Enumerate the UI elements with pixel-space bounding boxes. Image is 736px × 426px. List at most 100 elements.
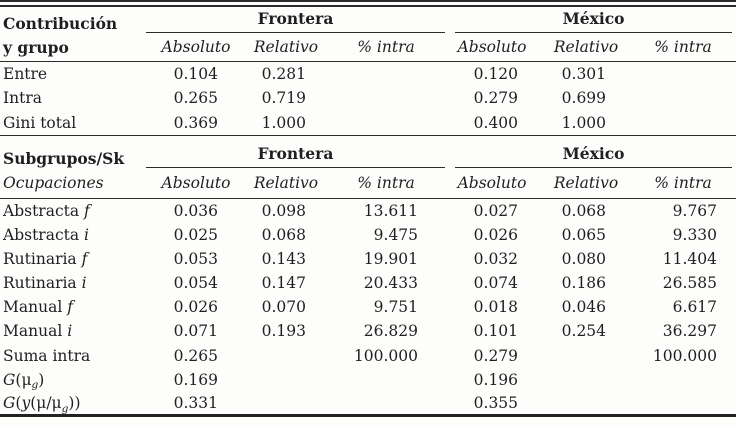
value-cell: 0.032 <box>473 249 519 268</box>
value-cell: 0.046 <box>561 298 607 317</box>
row-label-segment: Abstracta <box>3 201 85 220</box>
row-label-segment: Rutinaria <box>3 273 82 292</box>
value-cell <box>330 62 442 87</box>
row-label: G(y(μ/μg)) <box>0 392 150 416</box>
value-cell: 0.186 <box>561 273 607 292</box>
value-cell <box>242 368 330 392</box>
value-cell: 0.080 <box>561 249 607 268</box>
table-row: Suma intra 0.265 100.000 0.279 100.000 <box>0 343 736 367</box>
table-row: Rutinaria i 0.054 0.147 20.433 0.074 0.1… <box>0 271 736 295</box>
row-label-segment: Gini total <box>3 113 77 132</box>
table-row: Abstracta f 0.036 0.098 13.611 0.027 0.0… <box>0 198 736 222</box>
row-label: Manual i <box>0 319 150 343</box>
value-cell <box>242 343 330 367</box>
value-cell: 0.699 <box>561 89 607 108</box>
value-cell <box>630 368 736 392</box>
section2-header-row2: Ocupaciones Absoluto Relativo % intra Ab… <box>0 167 736 199</box>
value-cell: 0.279 <box>473 346 519 365</box>
value-cell: 0.018 <box>473 298 519 317</box>
row-label-segment: Manual <box>3 322 68 341</box>
value-cell: 0.068 <box>561 201 607 220</box>
value-cell: 0.104 <box>173 65 218 84</box>
row-label: Rutinaria i <box>0 271 150 295</box>
value-cell: 9.767 <box>672 201 718 220</box>
row-label-segment: g <box>31 379 39 392</box>
row-label: Intra <box>0 86 150 111</box>
col-header-intra-mexico-2: % intra <box>630 167 736 199</box>
section1-header: Contribución Frontera México y grupo Abs… <box>0 7 736 62</box>
value-cell: 19.901 <box>363 249 419 268</box>
value-cell: 9.330 <box>672 225 718 244</box>
value-cell: 11.404 <box>662 249 718 268</box>
group-header-mexico-label: México <box>455 9 733 33</box>
value-cell <box>630 392 736 416</box>
value-cell: 0.070 <box>261 298 306 317</box>
value-cell <box>542 368 630 392</box>
row-label: Abstracta f <box>0 198 150 222</box>
value-cell: 6.617 <box>672 298 718 317</box>
row-label-segment: f <box>67 298 73 317</box>
col-header-intra-frontera-2: % intra <box>330 167 443 199</box>
value-cell: 13.611 <box>363 201 419 220</box>
value-cell <box>330 368 442 392</box>
col-header-relativo-frontera: Relativo <box>242 33 330 62</box>
value-cell: 0.147 <box>261 273 306 292</box>
table-row: G(μg) 0.169 0.196 <box>0 368 736 392</box>
value-cell: 0.355 <box>473 394 519 413</box>
row-label-segment: f <box>84 201 90 220</box>
row-label-segment: i <box>81 273 87 292</box>
group-header-frontera: Frontera <box>146 7 446 33</box>
row-label-segment: Abstracta <box>3 225 85 244</box>
value-cell: 0.068 <box>261 225 306 244</box>
table-top-rule <box>0 0 736 7</box>
row-label-segment: G <box>3 394 16 413</box>
col-header-absoluto-mexico: Absoluto <box>442 33 543 62</box>
col-header-absoluto-frontera-2: Absoluto <box>150 167 242 199</box>
group-header-mexico-2: México <box>442 135 736 168</box>
row-label: Gini total <box>0 110 150 136</box>
group-header-frontera-2: Frontera <box>146 135 446 168</box>
col-header-relativo-frontera-2: Relativo <box>242 167 330 199</box>
row-label-segment: g <box>61 402 69 415</box>
value-cell: 0.025 <box>173 225 218 244</box>
table-row: Manual i 0.071 0.193 26.829 0.101 0.254 … <box>0 319 736 343</box>
value-cell: 0.101 <box>473 322 519 341</box>
value-cell: 0.120 <box>473 65 519 84</box>
row-label-segment: Suma intra <box>3 346 91 365</box>
table-row: Rutinaria f 0.053 0.143 19.901 0.032 0.0… <box>0 247 736 271</box>
value-cell: 0.719 <box>261 89 306 108</box>
value-cell: 26.829 <box>363 322 419 341</box>
value-cell: 9.475 <box>373 225 419 244</box>
row-label-segment: (μ <box>15 370 32 389</box>
value-cell: 0.036 <box>173 201 218 220</box>
table-row: Intra 0.265 0.719 0.279 0.699 <box>0 86 736 111</box>
value-cell: 0.254 <box>561 322 607 341</box>
section1-header-row2: y grupo Absoluto Relativo % intra Absolu… <box>0 33 736 62</box>
row-label-segment: )) <box>68 394 81 413</box>
row-label-segment: Rutinaria <box>3 249 82 268</box>
row-label-segment: f <box>81 249 88 268</box>
row-label-segment: G <box>3 370 16 389</box>
value-cell: 0.053 <box>173 249 218 268</box>
value-cell: 100.000 <box>652 346 718 365</box>
row-label-segment: Manual <box>3 298 68 317</box>
row-label-segment: y <box>21 394 31 413</box>
value-cell <box>242 392 330 416</box>
section1-title-line2: y grupo <box>0 33 150 62</box>
value-cell <box>330 392 442 416</box>
row-label: Suma intra <box>0 343 150 367</box>
col-header-absoluto-frontera: Absoluto <box>150 33 242 62</box>
row-label: G(μg) <box>0 368 150 392</box>
section1-body: Entre 0.104 0.281 0.120 0.301 Intra 0.26… <box>0 62 736 136</box>
section2-body: Abstracta f 0.036 0.098 13.611 0.027 0.0… <box>0 198 736 416</box>
row-label: Manual f <box>0 295 150 319</box>
col-header-absoluto-mexico-2: Absoluto <box>442 167 543 199</box>
row-label: Abstracta i <box>0 222 150 246</box>
value-cell: 26.585 <box>662 273 718 292</box>
row-label-segment: Intra <box>3 89 42 108</box>
value-cell: 0.065 <box>561 225 607 244</box>
section2-header: Subgrupos/Sk Frontera México Ocupaciones… <box>0 135 736 199</box>
group-header-mexico-2-label: México <box>455 144 733 168</box>
value-cell: 0.331 <box>173 394 218 413</box>
